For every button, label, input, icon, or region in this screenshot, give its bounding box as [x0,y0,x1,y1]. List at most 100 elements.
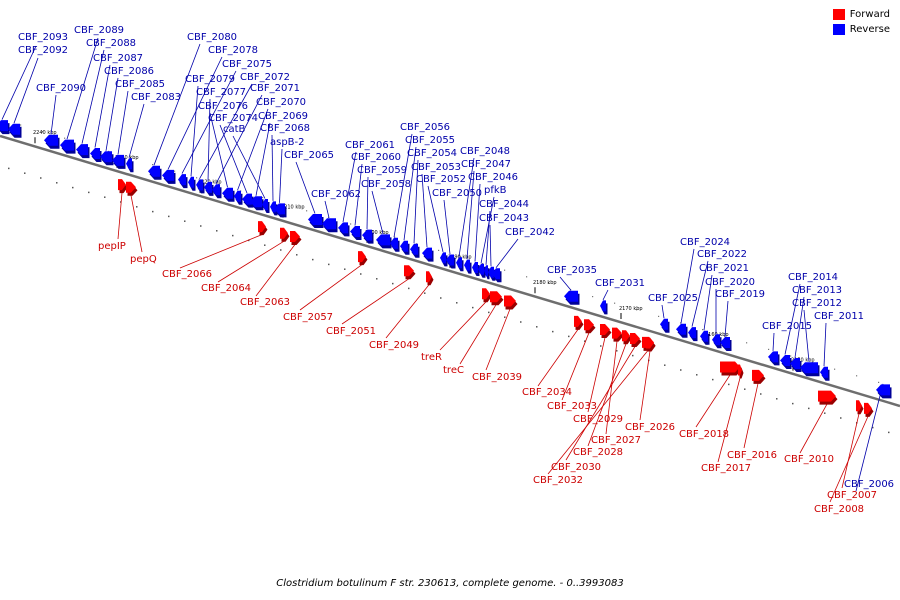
cbf-2013-label[interactable]: CBF_2013 [792,285,842,296]
pepip-label[interactable]: pepIP [98,241,126,252]
cbf-2088-gene[interactable] [76,144,90,159]
cbf-2077-label[interactable]: CBF_2077 [196,87,246,98]
cbf-2033-gene[interactable] [584,319,596,334]
cbf-2092-label[interactable]: CBF_2092 [18,45,68,56]
cbf-2083-gene[interactable] [126,158,134,173]
cbf-2093-gene[interactable] [0,120,10,135]
cbf-2024-gene[interactable] [676,323,688,338]
cbf-2019-gene[interactable] [720,337,732,351]
cbf-2039-gene[interactable] [504,295,518,310]
cbf-2054-gene[interactable] [410,243,420,258]
cbf-2026-label[interactable]: CBF_2026 [625,422,675,433]
cbf-2021-label[interactable]: CBF_2021 [699,263,749,274]
cbf-2034-label[interactable]: CBF_2034 [522,387,572,398]
cbf-2070-label[interactable]: CBF_2070 [256,97,306,108]
cbf-2014-label[interactable]: CBF_2014 [788,272,838,283]
cbf-2085-gene[interactable] [112,154,126,169]
pepq-label[interactable]: pepQ [130,254,157,265]
cbf-2018-gene[interactable] [720,361,742,376]
cbf-2047-label[interactable]: CBF_2047 [461,159,511,170]
cbf-2031-label[interactable]: CBF_2031 [595,278,645,289]
pepq-gene[interactable] [126,181,138,196]
cbf-2048-gene[interactable] [456,257,464,272]
cbf-2075-label[interactable]: CBF_2075 [222,59,272,70]
cbf-2061-gene[interactable] [338,222,350,237]
pfkb-label[interactable]: pfkB [484,185,507,196]
cbf-2007-label[interactable]: CBF_2007 [827,490,877,501]
cbf-2006-label[interactable]: CBF_2006 [844,479,894,490]
cbf-2029-label[interactable]: CBF_2029 [573,414,623,425]
cbf-2080-label[interactable]: CBF_2080 [187,32,237,43]
cbf-2054-label[interactable]: CBF_2054 [407,148,457,159]
cbf-2088-label[interactable]: CBF_2088 [86,38,136,49]
trec-label[interactable]: treC [443,365,464,376]
cbf-2055-label[interactable]: CBF_2055 [405,135,455,146]
catb-label[interactable]: catB [223,124,246,135]
cbf-2077-gene[interactable] [204,181,214,196]
cbf-2049-gene[interactable] [426,271,434,286]
cbf-2065-label[interactable]: CBF_2065 [284,150,334,161]
cbf-2051-label[interactable]: CBF_2051 [326,326,376,337]
cbf-2061-label[interactable]: CBF_2061 [345,140,395,151]
cbf-2079-label[interactable]: CBF_2079 [185,74,235,85]
catb-gene[interactable] [262,199,270,213]
cbf-2011-gene[interactable] [820,366,830,381]
cbf-2064-gene[interactable] [280,227,290,242]
cbf-2093-label[interactable]: CBF_2093 [18,32,68,43]
cbf-2013-gene[interactable] [790,358,802,372]
cbf-2022-gene[interactable] [688,327,698,342]
cbf-2021-gene[interactable] [700,330,710,345]
cbf-2062-label[interactable]: CBF_2062 [311,189,361,200]
cbf-2017-label[interactable]: CBF_2017 [701,463,751,474]
cbf-2011-label[interactable]: CBF_2011 [814,311,864,322]
cbf-2027-label[interactable]: CBF_2027 [591,435,641,446]
cbf-2089-label[interactable]: CBF_2089 [74,25,124,36]
cbf-2026-gene[interactable] [646,337,656,352]
cbf-2076-gene[interactable] [222,187,235,202]
pepip-gene[interactable] [118,179,128,194]
cbf-2078-label[interactable]: CBF_2078 [208,45,258,56]
cbf-2086-gene[interactable] [100,151,114,166]
cbf-2051-gene[interactable] [404,265,416,280]
cbf-2056-label[interactable]: CBF_2056 [400,122,450,133]
cbf-2047-gene[interactable] [464,259,472,274]
cbf-2014-gene[interactable] [780,355,792,369]
cbf-2066-label[interactable]: CBF_2066 [162,269,212,280]
cbf-2056-gene[interactable] [390,237,400,252]
cbf-2035-gene[interactable] [564,290,580,305]
cbf-2053-label[interactable]: CBF_2053 [411,162,461,173]
cbf-2025-label[interactable]: CBF_2025 [648,293,698,304]
cbf-2008-label[interactable]: CBF_2008 [814,504,864,515]
cbf-2030-gene[interactable] [630,333,642,347]
cbf-2071-gene[interactable] [212,184,222,199]
cbf-2025-gene[interactable] [660,318,670,333]
cbf-2070-gene[interactable] [234,190,243,205]
cbf-2010-label[interactable]: CBF_2010 [784,454,834,465]
cbf-2044-label[interactable]: CBF_2044 [479,199,529,210]
aspb-2-gene[interactable] [274,203,287,218]
cbf-2059-label[interactable]: CBF_2059 [357,165,407,176]
cbf-2029-gene[interactable] [600,324,612,338]
cbf-2071-label[interactable]: CBF_2071 [250,83,300,94]
cbf-2044-gene[interactable] [484,265,490,280]
trer-label[interactable]: treR [421,352,442,363]
cbf-2050-label[interactable]: CBF_2050 [432,188,482,199]
cbf-2042-label[interactable]: CBF_2042 [505,227,555,238]
pfkb-gene[interactable] [478,263,486,278]
cbf-2092-gene[interactable] [8,123,22,138]
cbf-2020-label[interactable]: CBF_2020 [705,277,755,288]
cbf-2034-gene[interactable] [574,315,584,330]
cbf-2072-label[interactable]: CBF_2072 [240,72,290,83]
cbf-2069-gene[interactable] [250,196,264,211]
cbf-2008-gene[interactable] [864,402,874,417]
cbf-2089-gene[interactable] [60,139,76,154]
aspb-2-label[interactable]: aspB-2 [270,137,305,148]
cbf-2007-gene[interactable] [856,400,864,415]
cbf-2010-gene[interactable] [818,390,838,405]
cbf-2057-label[interactable]: CBF_2057 [283,312,333,323]
cbf-2086-label[interactable]: CBF_2086 [104,66,154,77]
cbf-2085-label[interactable]: CBF_2085 [115,79,165,90]
trec-gene[interactable] [490,291,504,306]
cbf-2080-gene[interactable] [148,165,162,180]
cbf-2069-label[interactable]: CBF_2069 [258,111,308,122]
